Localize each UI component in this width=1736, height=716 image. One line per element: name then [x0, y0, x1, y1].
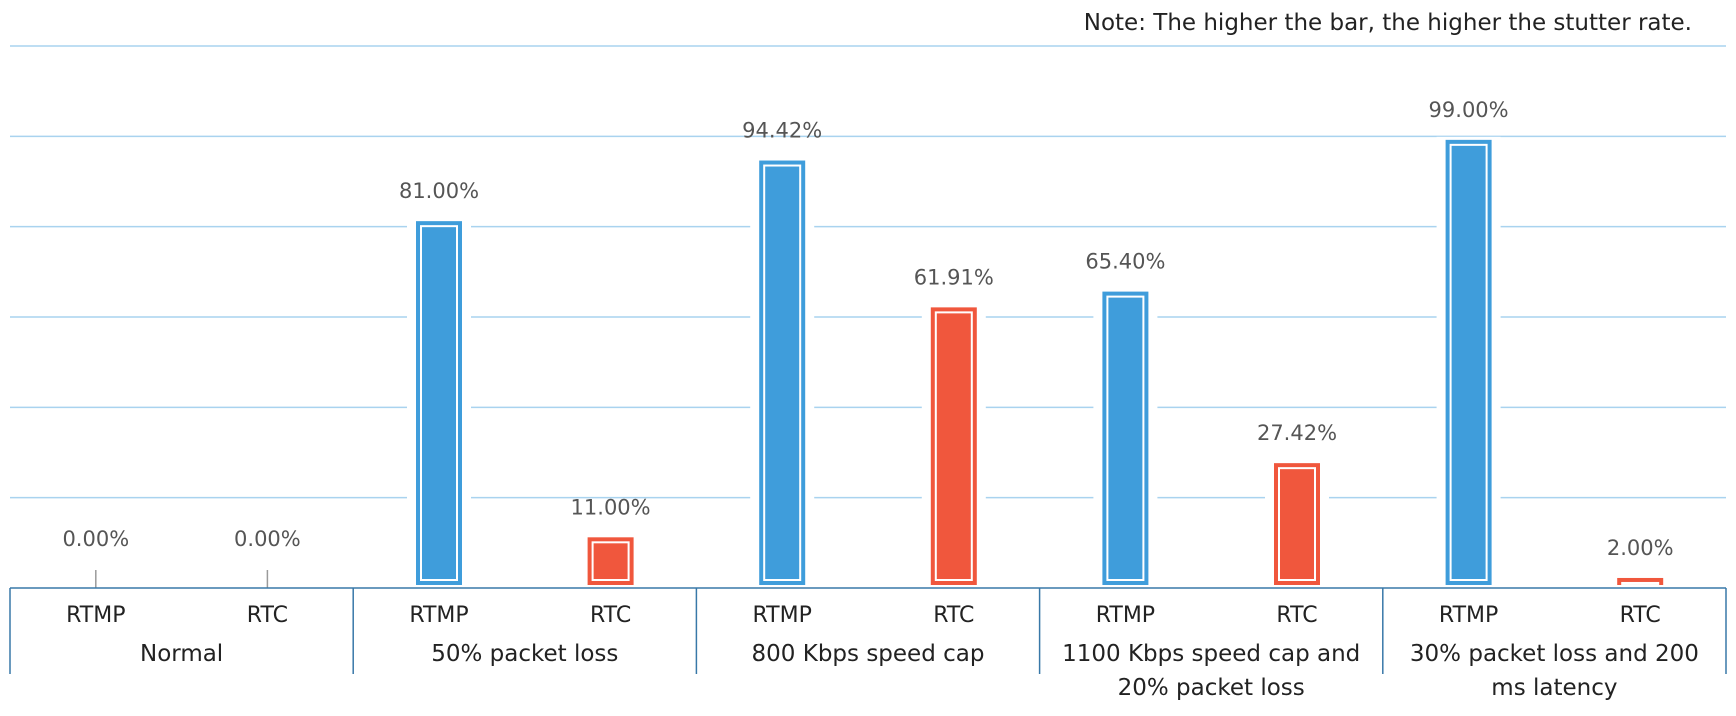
group-label: 50% packet loss — [431, 641, 618, 667]
tick-label: RTC — [247, 603, 288, 628]
bar-rtc — [1278, 467, 1316, 582]
group-label: 20% packet loss — [1118, 675, 1305, 701]
data-label: 0.00% — [234, 527, 301, 551]
bar-rtmp — [1106, 295, 1145, 581]
tick-label: RTC — [933, 603, 974, 628]
data-label: 11.00% — [571, 495, 651, 519]
data-label: 27.42% — [1257, 421, 1337, 445]
tick-label: RTC — [590, 603, 631, 628]
bar-rtmp — [420, 225, 458, 581]
tick-label: RTC — [1620, 603, 1661, 628]
data-label: 99.00% — [1429, 98, 1509, 122]
data-label: 81.00% — [399, 179, 479, 203]
tick-label: RTC — [1276, 603, 1317, 628]
group-label: ms latency — [1491, 675, 1617, 701]
data-label: 94.42% — [742, 119, 822, 143]
data-label: 0.00% — [62, 527, 129, 551]
data-label: 61.91% — [914, 265, 994, 289]
bar-rtc — [1621, 581, 1660, 585]
bar-rtc — [591, 541, 630, 581]
data-label: 2.00% — [1607, 536, 1674, 560]
chart-note: Note: The higher the bar, the higher the… — [1083, 10, 1692, 36]
group-label: Normal — [140, 641, 223, 667]
bar-rtmp — [1449, 143, 1488, 581]
group-label: 800 Kbps speed cap — [752, 641, 985, 667]
tick-label: RTMP — [1439, 603, 1498, 628]
tick-label: RTMP — [66, 603, 125, 628]
bar-rtmp — [763, 164, 802, 581]
tick-label: RTMP — [1096, 603, 1155, 628]
data-label: 65.40% — [1085, 250, 1165, 274]
tick-label: RTMP — [753, 603, 812, 628]
bar-rtc — [934, 311, 973, 581]
group-label: 30% packet loss and 200 — [1410, 641, 1699, 667]
group-label: 1100 Kbps speed cap and — [1062, 641, 1360, 667]
tick-label: RTMP — [409, 603, 468, 628]
